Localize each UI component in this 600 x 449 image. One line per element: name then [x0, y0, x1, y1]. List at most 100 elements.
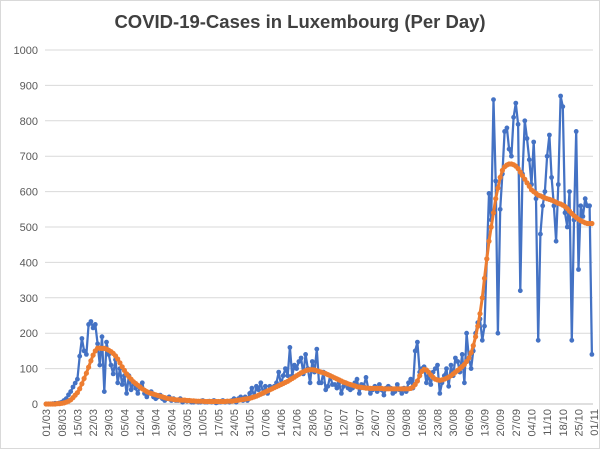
series-1-point [68, 389, 74, 394]
series-1-point [276, 369, 282, 375]
x-tick-label: 05/04 [119, 409, 131, 437]
x-tick-label: 04/10 [526, 409, 538, 437]
x-tick-label: 29/03 [104, 409, 116, 437]
series-1-point [587, 203, 592, 209]
series-1-point [104, 339, 109, 345]
gridlines [45, 49, 593, 405]
series-1-point [354, 376, 360, 382]
series-2-point [495, 185, 501, 191]
series-1-point [464, 330, 469, 336]
series-1-point [339, 391, 344, 396]
y-tick-label: 400 [20, 257, 38, 269]
series-2-point [88, 358, 94, 364]
x-tick-label: 16/08 [417, 409, 429, 437]
x-tick-label: 19/04 [151, 409, 163, 437]
series-2-point [414, 378, 420, 384]
series-2-point [77, 386, 83, 392]
series-1-point [522, 118, 528, 124]
series-1-point [99, 334, 105, 340]
x-tick-label: 18/10 [558, 409, 570, 437]
series-1-point [75, 376, 80, 382]
series-2-point [484, 256, 490, 262]
series-1-point [435, 362, 440, 368]
y-tick-label: 0 [32, 399, 38, 411]
series-1-point [560, 104, 566, 109]
series-1-point [296, 359, 302, 364]
series-1-point [79, 336, 85, 341]
x-tick-label: 13/09 [480, 409, 492, 437]
series-1-point [495, 330, 501, 336]
series-1-point [318, 380, 324, 386]
y-tick-label: 800 [20, 116, 38, 128]
series-1-point [542, 189, 548, 195]
x-tick-label: 30/08 [448, 409, 460, 437]
series-1-point [307, 380, 313, 386]
series-1-point [325, 383, 331, 389]
series-1-point [412, 348, 418, 354]
series-1-point [424, 380, 429, 386]
x-tick-label: 02/08 [386, 409, 398, 437]
series-1-point [549, 175, 554, 180]
y-tick-label: 700 [20, 151, 38, 163]
series-2-point [488, 224, 494, 230]
series-1-point [90, 325, 96, 331]
x-tick-label: 08/03 [57, 409, 69, 437]
series-1-point [97, 362, 103, 368]
series-1-point [356, 391, 362, 396]
series-1-point [582, 196, 588, 202]
series-layer [43, 93, 595, 407]
series-1-line [46, 94, 594, 406]
series-1-point [455, 359, 461, 364]
series-1-point [491, 97, 496, 102]
series-1-point [303, 352, 308, 357]
x-tick-label: 14/06 [276, 409, 288, 437]
series-1-point [428, 382, 434, 387]
series-1-point [247, 391, 253, 396]
y-tick-label: 1000 [14, 45, 38, 57]
series-1-point [544, 153, 550, 159]
series-2-point [90, 352, 96, 358]
series-1-point [551, 203, 557, 209]
series-1-point [538, 231, 543, 237]
series-1-point [486, 191, 492, 196]
x-tick-label: 15/03 [72, 409, 84, 437]
x-tick-label: 21/06 [292, 409, 304, 437]
x-tick-label: 20/09 [495, 409, 507, 437]
x-tick-label: 22/03 [88, 409, 100, 437]
series-2-point [466, 355, 472, 361]
series-2-point [497, 174, 503, 180]
series-1-point [562, 210, 568, 216]
series-1-point [535, 337, 541, 343]
series-2-point [86, 364, 92, 370]
x-tick-label: 03/05 [182, 409, 194, 437]
series-1-point [533, 196, 539, 202]
series-1-point [462, 380, 467, 386]
x-tick-label: 01/11 [589, 409, 599, 436]
series-1-point [437, 391, 443, 396]
series-1-point [256, 387, 261, 393]
series-1-point [526, 157, 532, 163]
series-1-point [92, 322, 98, 327]
x-tick-label: 27/09 [511, 409, 523, 437]
series-1-point [84, 352, 89, 357]
x-tick-label: 17/05 [213, 409, 225, 437]
series-1-point [254, 383, 259, 389]
series-1-point [280, 373, 286, 379]
series-1-point [576, 267, 581, 272]
series-1-point [88, 319, 94, 324]
series-2-point [475, 323, 481, 329]
series-2-point [468, 350, 474, 356]
x-tick-label: 26/07 [370, 409, 382, 437]
series-1-point [553, 238, 559, 244]
series-1-point [249, 385, 255, 391]
series-1-point [517, 288, 523, 294]
y-tick-label: 500 [20, 222, 38, 234]
series-2-point [493, 196, 499, 202]
series-1-point [258, 380, 264, 386]
series-1-point [139, 380, 145, 386]
series-1-point [453, 355, 458, 361]
x-tick-label: 01/03 [41, 409, 53, 437]
series-1-point [547, 132, 552, 138]
